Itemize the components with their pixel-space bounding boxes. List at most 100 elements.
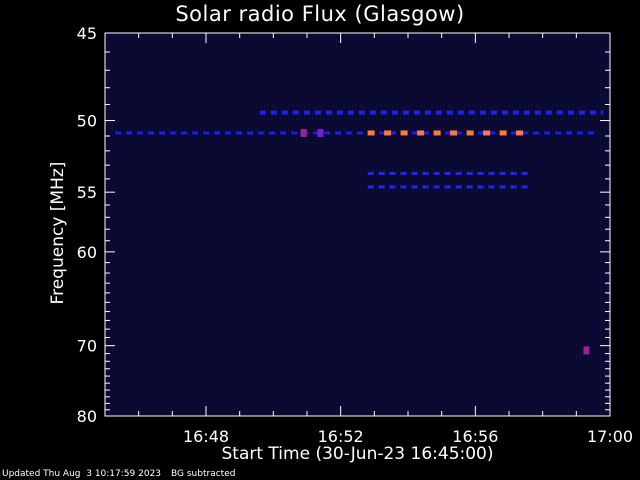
emission-band-segment	[556, 110, 563, 115]
emission-band-segment	[292, 110, 299, 115]
emission-band-segment	[510, 185, 517, 189]
plot-frame	[104, 32, 611, 417]
emission-band-segment	[259, 110, 266, 115]
emission-band-segment	[488, 171, 495, 175]
emission-band-segment	[236, 131, 243, 135]
emission-band-segment	[357, 131, 364, 135]
emission-band-segment	[422, 171, 429, 175]
x-axis-ticks: 16:48 16:52 16:56 17:00	[138, 33, 633, 446]
emission-band-segment	[402, 110, 409, 115]
emission-band-segment	[422, 185, 429, 189]
emission-band-segment	[445, 131, 452, 135]
emission-band-segment	[400, 185, 407, 189]
emission-band-segment	[400, 171, 407, 175]
emission-band-segment	[499, 130, 507, 136]
emission-band-segment	[511, 131, 518, 135]
emission-band-segment	[335, 131, 342, 135]
emission-band-segment	[489, 131, 496, 135]
emission-band-segment	[455, 185, 462, 189]
emission-band-segment	[347, 110, 354, 115]
x-tick-label: 16:48	[183, 427, 229, 446]
emission-band-segment	[499, 185, 506, 189]
emission-band-segment	[291, 131, 298, 135]
emission-band-segment	[483, 130, 491, 136]
emission-band-segment	[411, 171, 418, 175]
x-axis-label: Start Time (30-Jun-23 16:45:00)	[221, 444, 494, 464]
emission-band-segment	[578, 110, 585, 115]
emission-band-segment	[545, 110, 552, 115]
emission-band-segment	[325, 110, 332, 115]
y-tick-label: 70	[77, 337, 97, 356]
emission-band-segment	[477, 185, 484, 189]
emission-band-segment	[269, 131, 276, 135]
emission-band-segment	[444, 185, 451, 189]
emission-band-segment	[314, 110, 321, 115]
emission-band-segment	[367, 130, 375, 136]
emission-band-segment	[446, 110, 453, 115]
y-tick-label: 50	[77, 112, 97, 131]
emission-band-segment	[115, 131, 122, 135]
emission-band-segment	[477, 171, 484, 175]
emission-band-segment	[346, 131, 353, 135]
x-tick-label: 16:56	[452, 427, 498, 446]
y-tick-label: 60	[77, 243, 97, 262]
emission-band-segment	[450, 130, 458, 136]
emission-band-segment	[600, 110, 604, 115]
emission-band-segment	[457, 110, 464, 115]
y-tick-label: 55	[77, 183, 97, 202]
emission-band-segment	[389, 171, 396, 175]
emission-band-segment	[433, 171, 440, 175]
emission-band-segment	[367, 185, 374, 189]
x-tick-label: 16:52	[318, 427, 364, 446]
emission-band-segment	[466, 185, 473, 189]
emission-band-segment	[533, 131, 540, 135]
emission-band-segment	[378, 185, 385, 189]
emission-band-segment	[516, 130, 524, 136]
emission-band-segment	[258, 131, 265, 135]
emission-band-segment	[455, 171, 462, 175]
emission-band-segment	[521, 185, 528, 189]
emission-band-segment	[456, 131, 463, 135]
emission-band-segment	[423, 131, 430, 135]
emission-band-segment	[303, 110, 310, 115]
emission-band-segment	[390, 131, 397, 135]
emission-band-segment	[433, 185, 440, 189]
emission-band-segment	[412, 131, 419, 135]
emission-band-segment	[490, 110, 497, 115]
emission-band-segment	[203, 131, 210, 135]
plot-area	[105, 33, 610, 416]
emission-band-segment	[137, 131, 144, 135]
emission-spot	[300, 128, 307, 137]
emission-band-segment	[512, 110, 519, 115]
emission-band-segment	[424, 110, 431, 115]
emission-band-segment	[170, 131, 177, 135]
emission-band-segment	[468, 110, 475, 115]
emission-band-segment	[389, 185, 396, 189]
emission-band-segment	[521, 171, 528, 175]
emission-band-segment	[214, 131, 221, 135]
emission-band-segment	[225, 131, 232, 135]
chart-title: Solar radio Flux (Glasgow)	[175, 2, 465, 26]
emission-band-segment	[499, 171, 506, 175]
emission-band-segment	[588, 131, 595, 135]
emission-band-segment	[466, 130, 474, 136]
emission-band-segment	[566, 131, 573, 135]
emission-band-segment	[281, 110, 288, 115]
emission-band-segment	[181, 131, 188, 135]
updated-timestamp: Updated Thu Aug 3 10:17:59 2023	[2, 469, 162, 479]
emission-band-segment	[336, 110, 343, 115]
bg-note: BG subtracted	[171, 469, 236, 479]
emission-band-segment	[478, 131, 485, 135]
emission-band-segment	[379, 131, 386, 135]
emission-band-segment	[280, 131, 287, 135]
y-tick-label: 80	[77, 407, 97, 426]
y-axis-label: Frequency [MHz]	[48, 161, 68, 305]
emission-features	[115, 110, 604, 355]
emission-band-segment	[313, 131, 320, 135]
emission-band-segment	[126, 131, 133, 135]
emission-band-segment	[510, 171, 517, 175]
emission-band-segment	[358, 110, 365, 115]
emission-band-segment	[523, 110, 530, 115]
